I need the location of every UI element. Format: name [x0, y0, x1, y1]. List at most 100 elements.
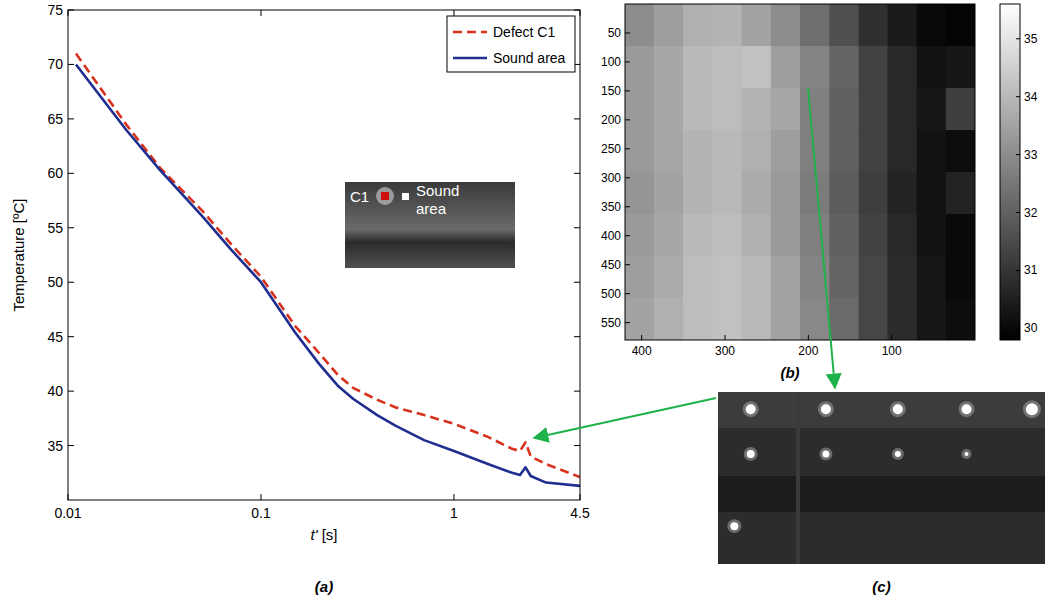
heatmap-cell — [683, 46, 713, 89]
heatmap-cell — [713, 172, 743, 215]
heatmap-cell — [917, 172, 947, 215]
heatmap-cell — [917, 46, 947, 89]
heatmap-cell — [742, 214, 772, 257]
colorbar-tick — [1016, 154, 1020, 155]
annotation-line: Sound — [416, 182, 459, 199]
heatmap-cell — [742, 46, 772, 89]
heatmap-cell — [829, 256, 859, 299]
image-spot — [895, 451, 901, 457]
heatmap-cell — [771, 256, 801, 299]
heatmap-cell — [888, 256, 918, 299]
heatmap-cell — [858, 130, 888, 173]
heatmap-cell — [771, 298, 801, 340]
arrow — [808, 88, 835, 388]
image-spot-glow — [819, 447, 832, 460]
heatmap-cell — [654, 46, 684, 89]
heatmap-cell — [800, 214, 830, 257]
heatmap-cell — [713, 256, 743, 299]
panel-b: 4003002001005010015020025030035040045050… — [601, 4, 1038, 381]
colorbar-tick — [1016, 328, 1020, 329]
x-tick — [453, 494, 454, 500]
x-tick-label: 100 — [882, 344, 902, 358]
heatmap-cell — [654, 4, 684, 47]
heatmap-cell — [713, 130, 743, 173]
heatmap-cell — [946, 4, 975, 47]
heatmap-cell — [946, 298, 975, 340]
image-seam — [796, 392, 800, 564]
heatmap-cell — [771, 130, 801, 173]
image-spot — [746, 404, 756, 414]
colorbar-tick-label: 34 — [1024, 90, 1038, 104]
heatmap-cell — [888, 46, 918, 89]
x-tick-label: 200 — [798, 344, 818, 358]
colorbar-tick-label: 33 — [1024, 148, 1038, 162]
colorbar-tick-label: 35 — [1024, 32, 1038, 46]
heatmap-cell — [800, 88, 830, 131]
colorbar-tick-label: 30 — [1024, 321, 1038, 335]
y-tick — [574, 173, 580, 174]
image-spot-glow — [743, 401, 759, 417]
heatmap-cell — [858, 88, 888, 131]
heatmap-cell — [917, 298, 947, 340]
inset-marker-defect — [381, 192, 389, 200]
y-tick — [574, 282, 580, 283]
inset-hotspot — [376, 187, 394, 205]
heatmap-cell — [771, 172, 801, 215]
heatmap-cell — [654, 214, 684, 257]
series-line — [76, 54, 580, 478]
heatmap-cell — [771, 4, 801, 47]
x-tick — [725, 335, 726, 340]
heatmap-cell — [683, 214, 713, 257]
heatmap-cell — [742, 4, 772, 47]
legend-label: Sound area — [493, 50, 566, 66]
heatmap-cell — [858, 256, 888, 299]
image-spot-glow — [744, 447, 758, 461]
heatmap-cell — [888, 214, 918, 257]
heatmap-cell — [771, 214, 801, 257]
heatmap-cell — [829, 130, 859, 173]
heatmap-cell — [858, 298, 888, 340]
heatmap-cell — [742, 130, 772, 173]
series-group — [76, 54, 580, 486]
image-spot-glow — [962, 449, 972, 459]
y-tick — [625, 119, 630, 120]
image-spot — [962, 404, 972, 414]
legend-box — [447, 16, 575, 72]
heatmap-cell — [654, 172, 684, 215]
panel-c: (c) — [718, 392, 1045, 595]
heatmap-cell — [946, 172, 975, 215]
heatmap-cell — [829, 172, 859, 215]
annotation: Soundarea — [416, 182, 459, 217]
panel-a: 0.010.114.5354045505560657075t' [s]Tempe… — [10, 2, 590, 595]
y-tick-label: 55 — [47, 220, 63, 236]
heatmap-cell — [800, 4, 830, 47]
y-tick — [68, 282, 74, 283]
x-tick-label: 400 — [632, 344, 652, 358]
image-band — [718, 392, 1045, 428]
y-tick-label: 400 — [601, 229, 621, 243]
x-axis-title: t' [s] — [310, 526, 337, 543]
heatmap-cell — [742, 256, 772, 299]
y-tick-label: 75 — [47, 2, 63, 18]
colorbar-tick — [1016, 270, 1020, 271]
heatmap-cell — [858, 172, 888, 215]
y-tick-label: 450 — [601, 258, 621, 272]
heatmap-cell — [888, 172, 918, 215]
heatmap-cell — [771, 46, 801, 89]
colorbar — [1000, 4, 1020, 340]
heatmap-cell — [683, 256, 713, 299]
image-spot — [730, 522, 738, 530]
x-axis-title-part: [s] — [318, 526, 338, 543]
colorbar-tick — [1016, 38, 1020, 39]
heatmap-cell — [800, 298, 830, 340]
image-c — [718, 392, 1045, 564]
inset-image — [345, 182, 515, 268]
y-tick-label: 100 — [601, 55, 621, 69]
panel-label: (b) — [780, 364, 799, 381]
heatmap-cell — [742, 172, 772, 215]
series-line — [76, 64, 580, 485]
y-tick-label: 35 — [47, 438, 63, 454]
y-tick — [68, 445, 74, 446]
image-spot — [965, 452, 969, 456]
y-tick-label: 50 — [47, 274, 63, 290]
